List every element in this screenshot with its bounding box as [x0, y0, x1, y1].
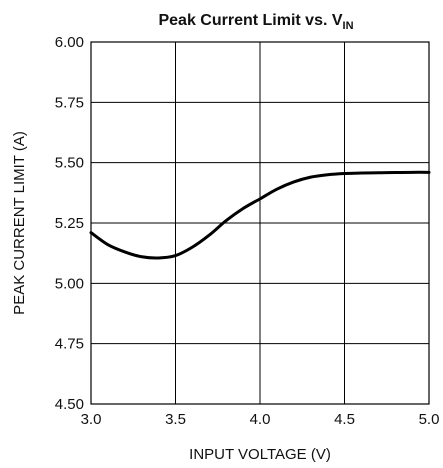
x-tick-label: 4.5	[334, 411, 355, 428]
chart-title: Peak Current Limit vs. VIN	[158, 12, 353, 32]
series-line	[89, 170, 431, 260]
series-group	[89, 170, 431, 260]
x-axis-label: INPUT VOLTAGE (V)	[189, 446, 331, 463]
y-tick-label: 5.00	[55, 275, 84, 292]
y-tick-label: 5.75	[55, 94, 84, 111]
y-tick-label: 5.25	[55, 215, 84, 232]
y-tick-label: 5.50	[55, 155, 84, 172]
y-axis-label: PEAK CURRENT LIMIT (A)	[11, 131, 28, 315]
x-axis-ticks: 3.0 3.5 4.0 4.5 5.0	[81, 411, 440, 428]
x-tick-label: 5.0	[419, 411, 440, 428]
plot-frame	[90, 41, 430, 405]
x-tick-label: 4.0	[250, 411, 271, 428]
y-tick-label: 4.50	[55, 396, 84, 413]
y-axis-ticks: 6.00 5.75 5.50 5.25 5.00 4.75 4.50	[55, 34, 84, 413]
chart-title-main: Peak Current Limit vs. V	[158, 12, 342, 29]
x-tick-label: 3.5	[165, 411, 186, 428]
grid	[90, 41, 430, 405]
x-tick-label: 3.0	[81, 411, 102, 428]
y-tick-label: 6.00	[55, 34, 84, 51]
chart-title-subscript: IN	[343, 20, 354, 32]
y-tick-label: 4.75	[55, 336, 84, 353]
